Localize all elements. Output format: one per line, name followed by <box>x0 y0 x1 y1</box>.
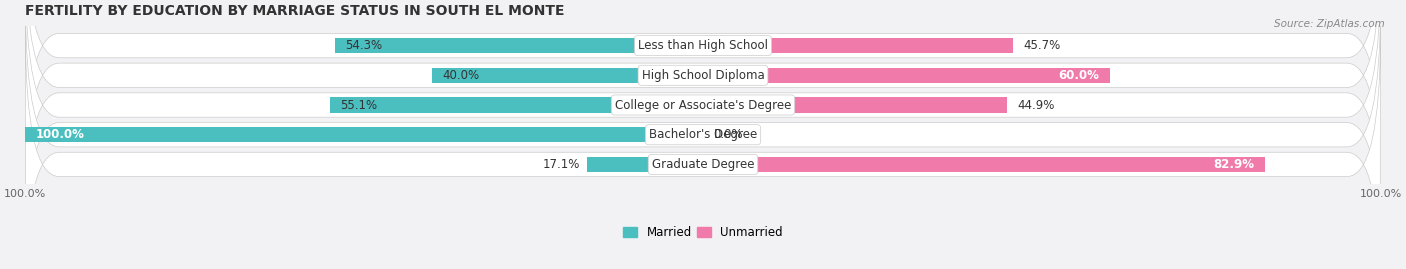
Text: 44.9%: 44.9% <box>1018 98 1054 112</box>
Text: 55.1%: 55.1% <box>340 98 377 112</box>
Text: 45.7%: 45.7% <box>1024 39 1060 52</box>
Legend: Married, Unmarried: Married, Unmarried <box>619 222 787 244</box>
Bar <box>703 38 1012 53</box>
Text: College or Associate's Degree: College or Associate's Degree <box>614 98 792 112</box>
Text: Less than High School: Less than High School <box>638 39 768 52</box>
FancyBboxPatch shape <box>25 0 1381 269</box>
Text: 82.9%: 82.9% <box>1213 158 1254 171</box>
Text: FERTILITY BY EDUCATION BY MARRIAGE STATUS IN SOUTH EL MONTE: FERTILITY BY EDUCATION BY MARRIAGE STATU… <box>25 4 565 18</box>
Bar <box>703 68 1109 83</box>
Bar <box>432 68 703 83</box>
Text: Source: ZipAtlas.com: Source: ZipAtlas.com <box>1274 19 1385 29</box>
FancyBboxPatch shape <box>25 0 1381 182</box>
Text: 0.0%: 0.0% <box>713 128 742 141</box>
Bar <box>25 127 703 143</box>
Text: 40.0%: 40.0% <box>441 69 479 82</box>
Bar <box>588 157 703 172</box>
FancyBboxPatch shape <box>25 28 1381 269</box>
FancyBboxPatch shape <box>25 0 1381 212</box>
Text: 54.3%: 54.3% <box>344 39 382 52</box>
Text: 17.1%: 17.1% <box>543 158 581 171</box>
Text: 60.0%: 60.0% <box>1059 69 1099 82</box>
Text: Bachelor's Degree: Bachelor's Degree <box>650 128 756 141</box>
Bar <box>703 157 1265 172</box>
Bar <box>703 97 1007 113</box>
Text: Graduate Degree: Graduate Degree <box>652 158 754 171</box>
Bar <box>335 38 703 53</box>
Bar <box>329 97 703 113</box>
Text: 100.0%: 100.0% <box>35 128 84 141</box>
FancyBboxPatch shape <box>25 0 1381 241</box>
Text: High School Diploma: High School Diploma <box>641 69 765 82</box>
